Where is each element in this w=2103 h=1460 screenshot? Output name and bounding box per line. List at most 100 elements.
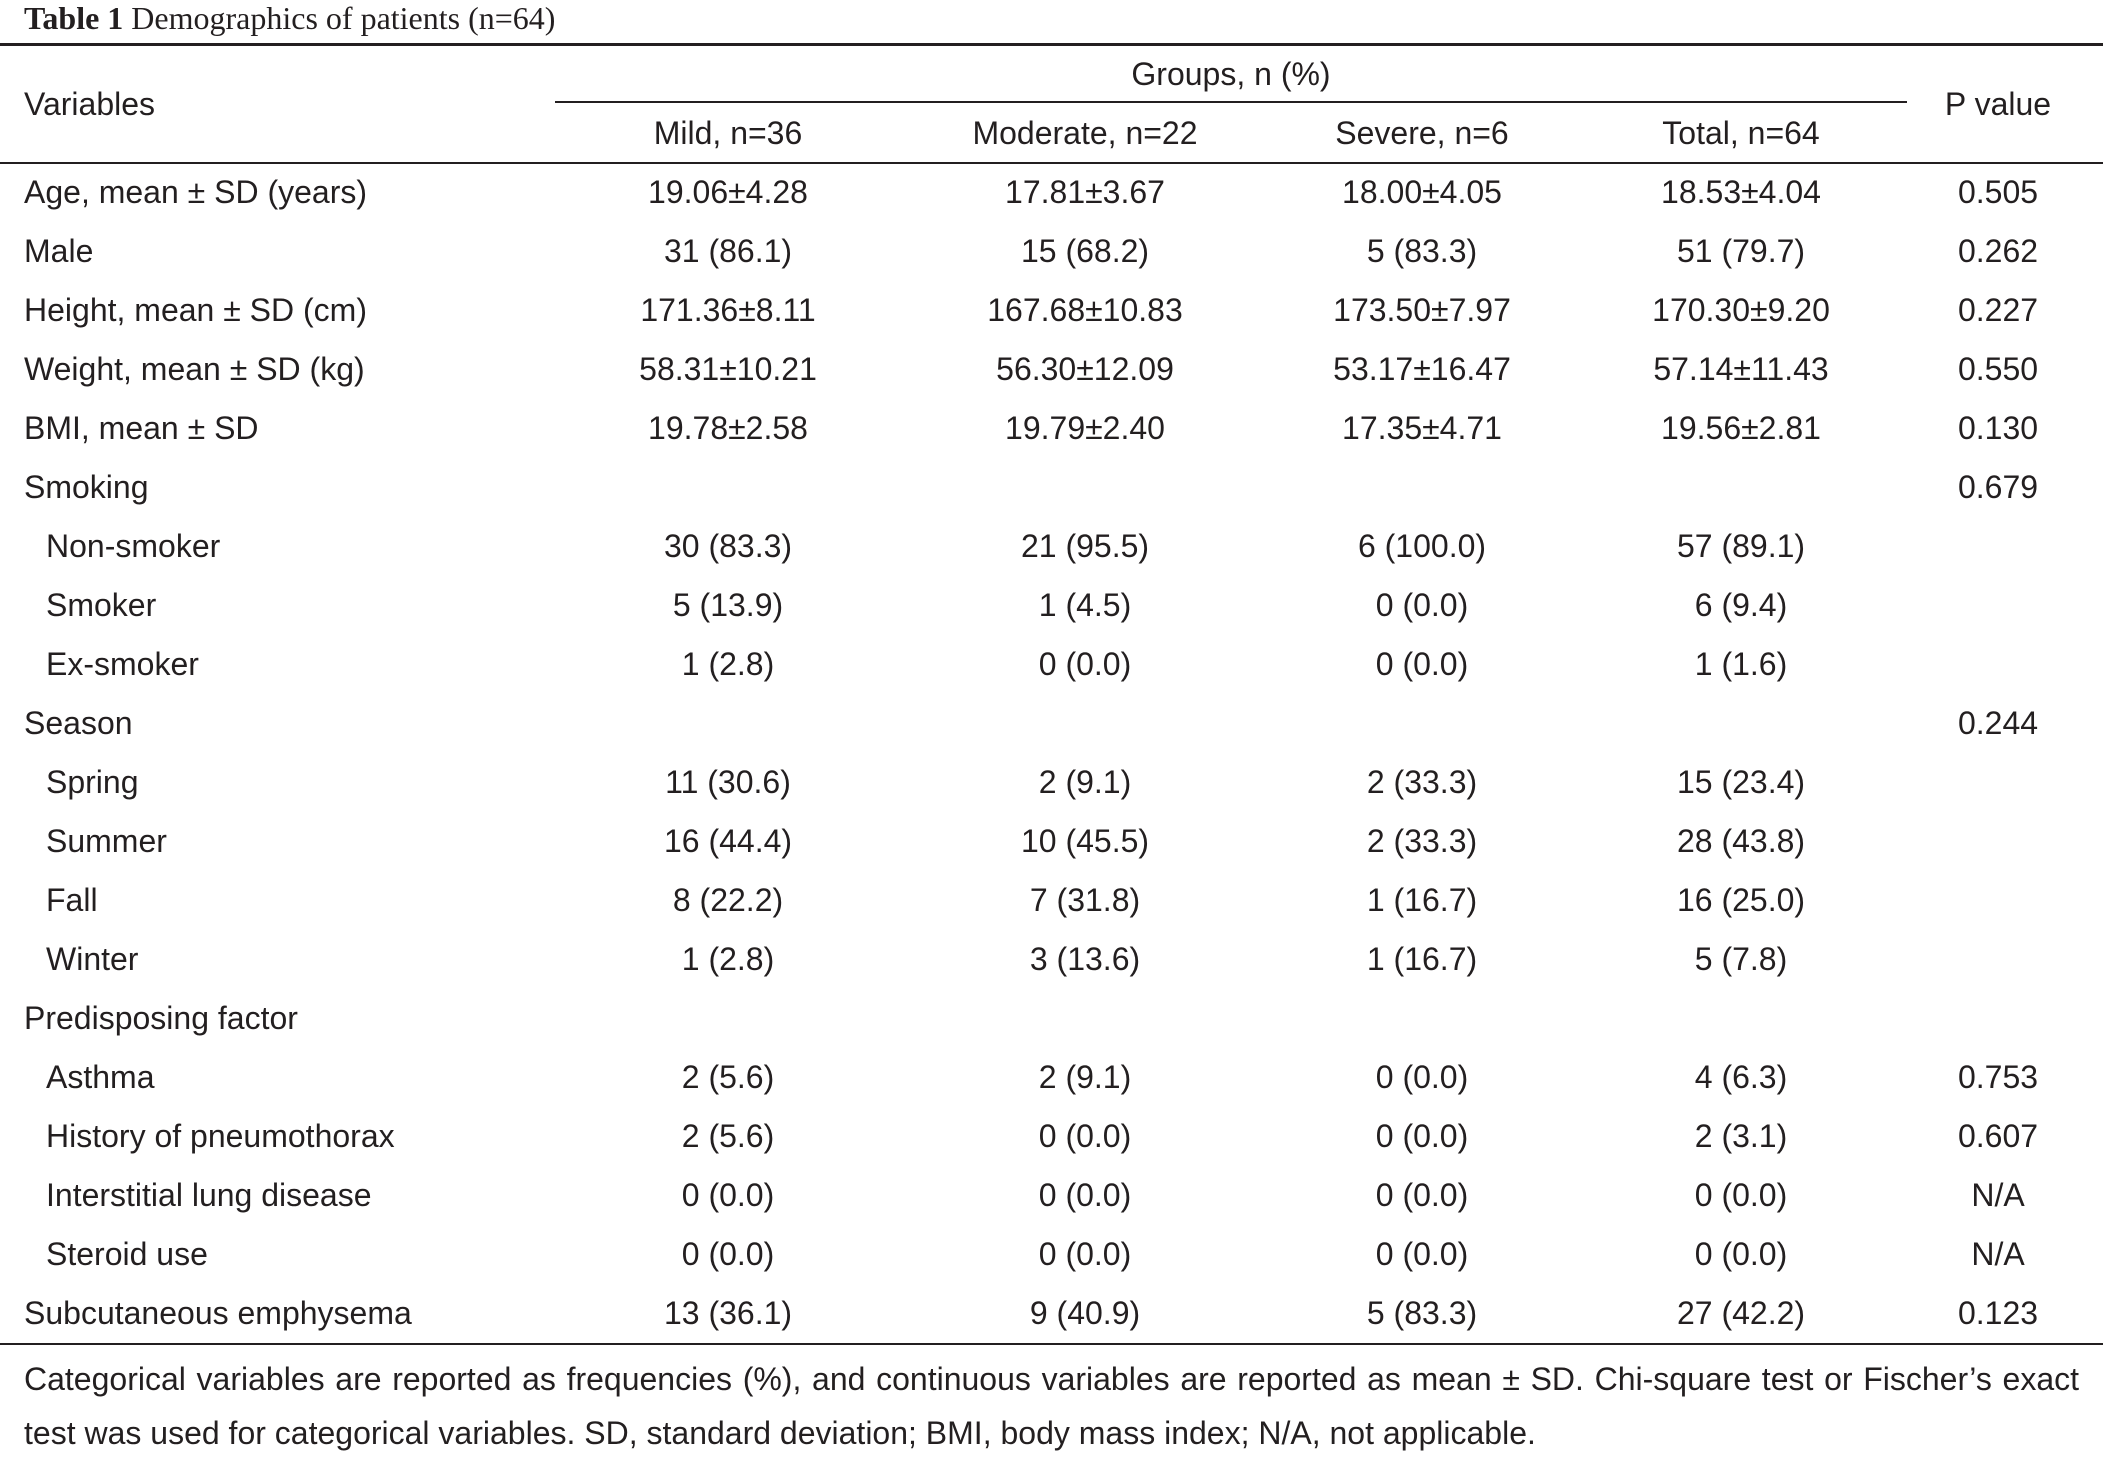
header-bottom-rule bbox=[0, 162, 2103, 164]
cell-mild bbox=[555, 467, 901, 507]
row-label: Age, mean ± SD (years) bbox=[24, 174, 368, 210]
cell-mild: 2 (5.6) bbox=[681, 1059, 775, 1095]
cell-p-value bbox=[1907, 526, 2089, 566]
header-severe: Severe, n=6 bbox=[1335, 115, 1509, 151]
cell-mild bbox=[555, 998, 901, 1038]
cell-severe bbox=[1269, 703, 1575, 743]
cell-total: 0 (0.0) bbox=[1694, 1236, 1788, 1272]
cell-mild: 58.31±10.21 bbox=[639, 351, 817, 387]
header-groups: Groups, n (%) bbox=[1131, 56, 1331, 92]
cell-total: 0 (0.0) bbox=[1694, 1177, 1788, 1213]
table-row: Winter 1 (2.8) 3 (13.6) 1 (16.7) 5 (7.8) bbox=[0, 930, 2103, 989]
cell-moderate: 19.79±2.40 bbox=[1005, 410, 1165, 446]
cell-total: 15 (23.4) bbox=[1676, 764, 1806, 800]
row-label: Spring bbox=[46, 764, 139, 800]
cell-severe: 53.17±16.47 bbox=[1333, 351, 1511, 387]
cell-total bbox=[1575, 467, 1907, 507]
cell-severe: 0 (0.0) bbox=[1375, 1118, 1469, 1154]
cell-total bbox=[1575, 703, 1907, 743]
cell-moderate bbox=[901, 703, 1269, 743]
cell-severe: 0 (0.0) bbox=[1375, 1177, 1469, 1213]
cell-p-value: 0.123 bbox=[1957, 1295, 2039, 1331]
top-rule bbox=[0, 43, 2103, 46]
cell-p-value bbox=[1907, 998, 2089, 1038]
row-label: Ex-smoker bbox=[46, 646, 199, 682]
cell-mild: 1 (2.8) bbox=[681, 646, 775, 682]
cell-severe: 2 (33.3) bbox=[1366, 823, 1478, 859]
table-footnote: Categorical variables are reported as fr… bbox=[24, 1361, 2079, 1451]
row-label: Smoker bbox=[46, 587, 157, 623]
cell-p-value: N/A bbox=[1971, 1177, 2025, 1213]
row-label: Fall bbox=[46, 882, 98, 918]
cell-total: 170.30±9.20 bbox=[1652, 292, 1830, 328]
cell-moderate: 2 (9.1) bbox=[1038, 764, 1132, 800]
cell-mild: 171.36±8.11 bbox=[640, 292, 816, 328]
cell-total: 4 (6.3) bbox=[1694, 1059, 1788, 1095]
cell-p-value: 0.607 bbox=[1957, 1118, 2039, 1154]
row-label: Predisposing factor bbox=[24, 1000, 298, 1036]
row-label: History of pneumothorax bbox=[46, 1118, 395, 1154]
cell-severe: 2 (33.3) bbox=[1366, 764, 1478, 800]
table-row: Weight, mean ± SD (kg) 58.31±10.21 56.30±1… bbox=[0, 340, 2103, 399]
row-label: Height, mean ± SD (cm) bbox=[24, 292, 367, 328]
cell-moderate: 167.68±10.83 bbox=[987, 292, 1183, 328]
row-label: Non-smoker bbox=[46, 528, 221, 564]
table-title: Demographics of patients (n=64) bbox=[131, 0, 556, 36]
cell-p-value: 0.550 bbox=[1957, 351, 2039, 387]
cell-moderate: 15 (68.2) bbox=[1020, 233, 1150, 269]
header-variables: Variables bbox=[24, 86, 156, 122]
cell-mild: 11 (30.6) bbox=[665, 764, 791, 800]
table-row: Ex-smoker 1 (2.8) 0 (0.0) 0 (0.0) 1 (1.6) bbox=[0, 635, 2103, 694]
cell-total: 19.56±2.81 bbox=[1661, 410, 1821, 446]
cell-p-value bbox=[1907, 762, 2089, 802]
table-row: Summer 16 (44.4) 10 (45.5) 2 (33.3) 28 (43.8… bbox=[0, 812, 2103, 871]
cell-p-value bbox=[1907, 644, 2089, 684]
cell-severe: 0 (0.0) bbox=[1375, 587, 1469, 623]
header-p-value: P value bbox=[1944, 86, 2052, 122]
cell-total: 57.14±11.43 bbox=[1653, 351, 1829, 387]
table-row: Spring 11 (30.6) 2 (9.1) 2 (33.3) 15 (23.4) bbox=[0, 753, 2103, 812]
table-row: Smoker 5 (13.9) 1 (4.5) 0 (0.0) 6 (9.4) bbox=[0, 576, 2103, 635]
cell-mild: 1 (2.8) bbox=[681, 941, 775, 977]
cell-p-value bbox=[1907, 821, 2089, 861]
header-mild: Mild, n=36 bbox=[653, 115, 803, 151]
cell-severe: 5 (83.3) bbox=[1366, 1295, 1478, 1331]
cell-mild: 8 (22.2) bbox=[672, 882, 784, 918]
row-label: Male bbox=[24, 233, 94, 269]
cell-p-value: 0.227 bbox=[1957, 292, 2039, 328]
cell-total: 27 (42.2) bbox=[1676, 1295, 1806, 1331]
table-row: Smoking 0.679 bbox=[0, 458, 2103, 517]
table-row: History of pneumothorax 2 (5.6) 0 (0.0) 0 (… bbox=[0, 1107, 2103, 1166]
groups-rule bbox=[555, 101, 1907, 103]
cell-severe: 5 (83.3) bbox=[1366, 233, 1478, 269]
cell-moderate: 56.30±12.09 bbox=[996, 351, 1174, 387]
cell-total: 57 (89.1) bbox=[1676, 528, 1806, 564]
cell-p-value: 0.753 bbox=[1957, 1059, 2039, 1095]
table-row: Asthma 2 (5.6) 2 (9.1) 0 (0.0) 4 (6.3) 0.753 bbox=[0, 1048, 2103, 1107]
cell-mild: 16 (44.4) bbox=[663, 823, 793, 859]
cell-moderate: 17.81±3.67 bbox=[1005, 174, 1165, 210]
cell-total: 5 (7.8) bbox=[1694, 941, 1788, 977]
table-bottom-rule bbox=[0, 1343, 2103, 1345]
table-row: Fall 8 (22.2) 7 (31.8) 1 (16.7) 16 (25.0) bbox=[0, 871, 2103, 930]
row-label: Subcutaneous emphysema bbox=[24, 1295, 412, 1331]
row-label: BMI, mean ± SD bbox=[24, 410, 259, 446]
table-caption: Table 1 Demographics of patients (n=64) bbox=[24, 0, 555, 40]
table-row: Male 31 (86.1) 15 (68.2) 5 (83.3) 51 (79.7) 0… bbox=[0, 222, 2103, 281]
cell-severe: 6 (100.0) bbox=[1357, 528, 1487, 564]
cell-mild: 0 (0.0) bbox=[681, 1236, 775, 1272]
table-number: Table 1 bbox=[24, 0, 124, 36]
cell-mild bbox=[555, 703, 901, 743]
cell-p-value: 0.679 bbox=[1957, 469, 2039, 505]
cell-moderate: 2 (9.1) bbox=[1038, 1059, 1132, 1095]
cell-moderate: 0 (0.0) bbox=[1038, 1177, 1132, 1213]
row-label: Interstitial lung disease bbox=[46, 1177, 372, 1213]
cell-p-value: 0.130 bbox=[1957, 410, 2039, 446]
table-row: Season 0.244 bbox=[0, 694, 2103, 753]
cell-moderate: 0 (0.0) bbox=[1038, 1118, 1132, 1154]
row-label: Weight, mean ± SD (kg) bbox=[24, 351, 365, 387]
cell-moderate: 0 (0.0) bbox=[1038, 1236, 1132, 1272]
row-label: Season bbox=[24, 705, 133, 741]
cell-mild: 30 (83.3) bbox=[663, 528, 793, 564]
table-row: Age, mean ± SD (years) 19.06±4.28 17.81±3.… bbox=[0, 163, 2103, 222]
